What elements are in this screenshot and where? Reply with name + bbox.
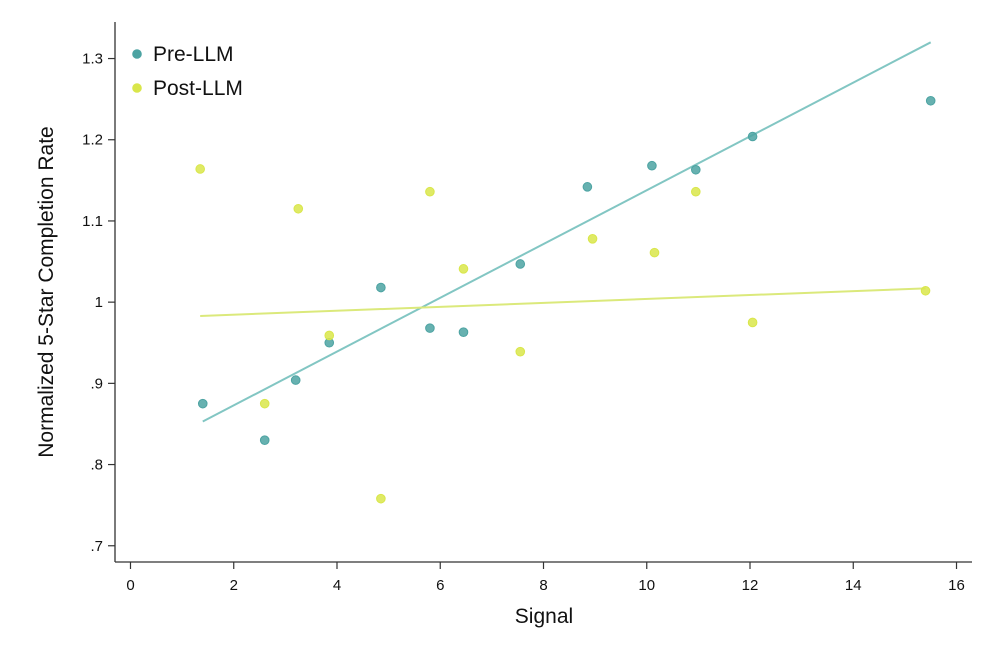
x-tick-label: 6 — [436, 577, 444, 594]
y-ticks: .7 .8 .9 1 1.1 1.2 1.3 — [82, 51, 115, 555]
pre-llmfit-line — [202, 41, 932, 423]
post-llm-point — [425, 186, 435, 197]
post-llmfit-line — [200, 287, 926, 317]
y-tick-label: .8 — [90, 457, 103, 474]
x-tick-label: 12 — [742, 577, 759, 594]
x-tick-label: 14 — [845, 577, 862, 594]
post-llm-point — [920, 285, 931, 296]
pre-llm-point — [458, 327, 469, 337]
fit-lines — [200, 41, 932, 423]
x-tick-label: 10 — [638, 577, 655, 594]
x-tick-label: 2 — [230, 577, 238, 594]
pre-llm-point — [376, 282, 386, 293]
y-tick-label: .9 — [90, 375, 103, 392]
legend-marker-pre-llm — [132, 49, 142, 59]
x-tick-label: 8 — [539, 577, 547, 594]
post-llm-point — [324, 330, 335, 341]
y-axis-title: Normalized 5-Star Completion Rate — [35, 126, 58, 457]
post-llm-point — [587, 234, 598, 244]
post-llm-point — [293, 203, 304, 214]
data-points — [195, 95, 936, 504]
legend-label-pre-llm: Pre-LLM — [153, 43, 234, 66]
post-llm-point — [259, 398, 270, 409]
legend: Pre-LLM Post-LLM — [132, 43, 243, 100]
pre-llm-point — [197, 398, 208, 409]
pre-llm-point — [582, 182, 593, 192]
pre-llm-point — [425, 323, 435, 333]
post-llm-point — [747, 317, 758, 328]
y-tick-label: 1 — [95, 294, 103, 311]
pre-llm-point — [290, 375, 301, 385]
y-tick-label: 1.2 — [82, 132, 103, 149]
pre-llm-point — [690, 164, 701, 175]
y-tick-label: 1.3 — [82, 51, 103, 68]
post-llm-point — [458, 264, 469, 274]
post-llm-point — [195, 164, 205, 174]
post-llm-point — [376, 493, 386, 504]
post-llm-point — [690, 186, 701, 197]
post-llm-point — [649, 247, 660, 258]
legend-label-post-llm: Post-LLM — [153, 77, 243, 100]
y-tick-label: .7 — [90, 538, 103, 555]
x-ticks: 0 2 4 6 8 10 12 14 16 — [126, 562, 965, 594]
pre-llm-point — [747, 131, 758, 142]
y-tick-label: 1.1 — [82, 213, 103, 230]
x-tick-label: 4 — [333, 577, 341, 594]
pre-llm-point — [647, 160, 657, 171]
pre-llm-point — [925, 95, 936, 106]
post-llm-point — [515, 346, 526, 357]
x-tick-label: 16 — [948, 577, 965, 594]
pre-llm-point — [259, 435, 270, 445]
x-tick-label: 0 — [126, 577, 134, 594]
pre-llm-point — [515, 259, 526, 269]
legend-marker-post-llm — [132, 83, 142, 93]
x-axis-title: Signal — [515, 605, 573, 628]
